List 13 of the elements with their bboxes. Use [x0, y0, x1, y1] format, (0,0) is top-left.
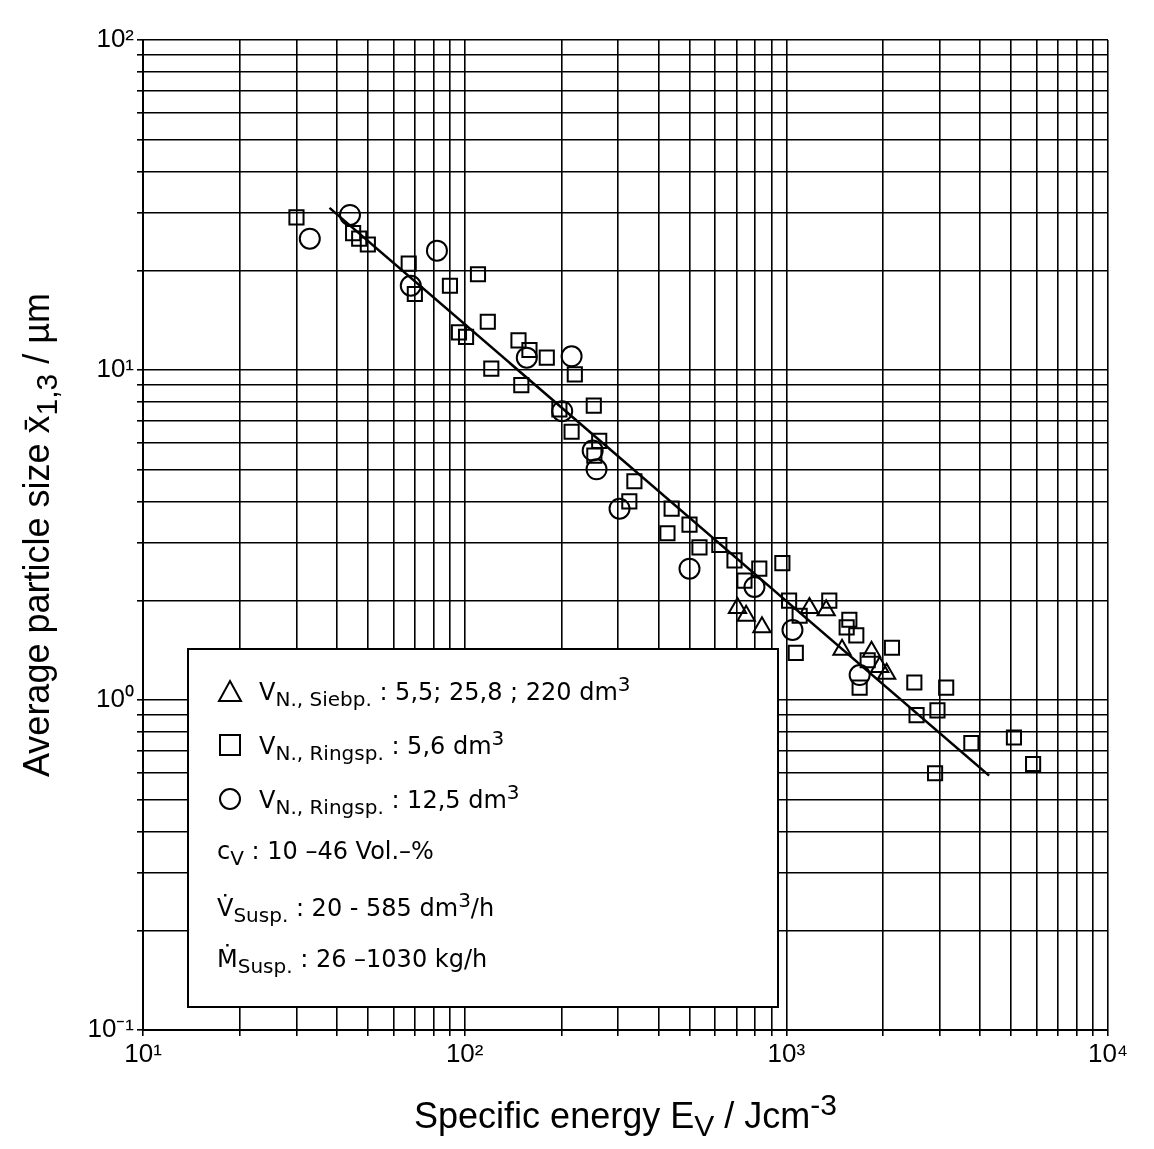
- y-tick-label: 10¹: [96, 353, 135, 384]
- annotation: Ṁ$_{Susp.}$ : 26 –1030 kg/h: [217, 944, 488, 978]
- legend-label: V$_{N., Siebp.}$ : 5,5; 25,8 ; 220 dm$^{3}$: [259, 671, 631, 711]
- annotation: c$_{V}$ : 10 –46 Vol.–%: [217, 836, 434, 870]
- x-tick-label: 10³: [767, 1037, 806, 1068]
- legend-label: V$_{N., Ringsp.}$ : 12,5 dm$^{3}$: [259, 779, 520, 819]
- x-tick-label: 10⁴: [1087, 1037, 1129, 1068]
- y-tick-label: 10⁰: [96, 683, 134, 714]
- legend-label: V$_{N., Ringsp.}$ : 5,6 dm$^{3}$: [259, 725, 505, 765]
- x-axis-title: Specific energy E$_{V}$ / Jcm$^{-3}$: [413, 1088, 838, 1144]
- y-tick-label: 10²: [96, 23, 135, 54]
- x-tick-label: 10²: [445, 1037, 484, 1068]
- annotation: V̇$_{Susp.}$ : 20 - 585 dm$^{3}$/h: [217, 887, 495, 927]
